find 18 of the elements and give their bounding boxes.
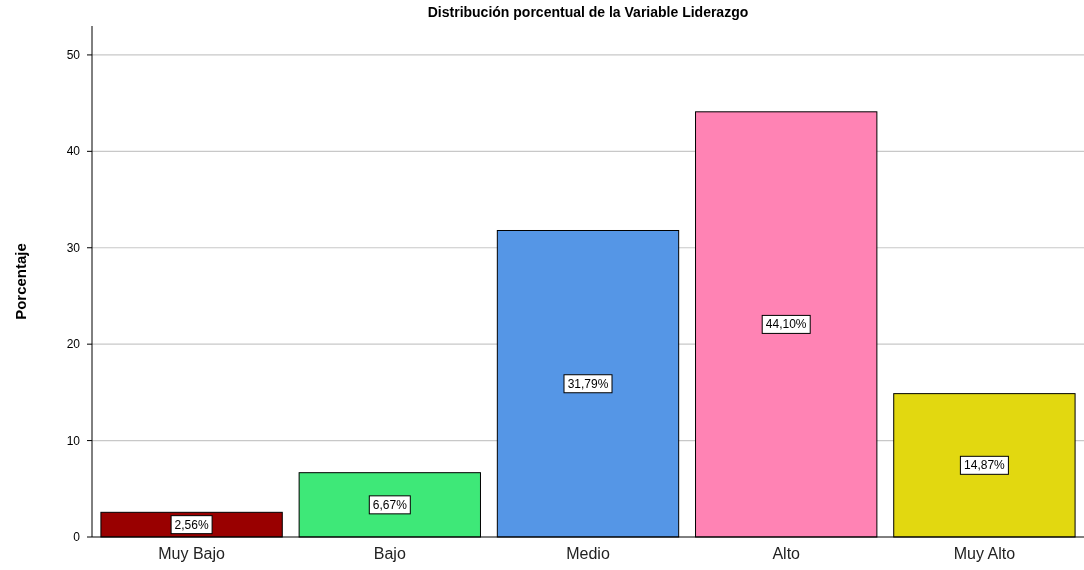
data-label: 44,10%: [765, 317, 807, 332]
chart-title: Distribución porcentual de la Variable Liderazgo: [427, 4, 749, 20]
x-tick-label: Alto: [772, 545, 801, 562]
data-label: 31,79%: [567, 376, 609, 391]
data-label: 14,87%: [964, 458, 1006, 473]
x-tick-label: Muy Alto: [953, 545, 1016, 562]
y-axis-title: Porcentaje: [12, 243, 29, 320]
data-label: 6,67%: [372, 497, 408, 512]
y-tick-label: 20: [66, 337, 81, 352]
y-tick-label: 10: [66, 433, 81, 448]
y-tick-label: 30: [66, 240, 81, 255]
data-label: 2,56%: [174, 517, 209, 532]
x-tick-label: Bajo: [373, 545, 406, 562]
x-tick-label: Medio: [566, 545, 610, 562]
x-tick-label: Muy Bajo: [158, 545, 226, 562]
y-tick-label: 0: [73, 530, 81, 544]
y-tick-label: 50: [66, 47, 81, 62]
y-tick-label: 40: [66, 144, 81, 159]
